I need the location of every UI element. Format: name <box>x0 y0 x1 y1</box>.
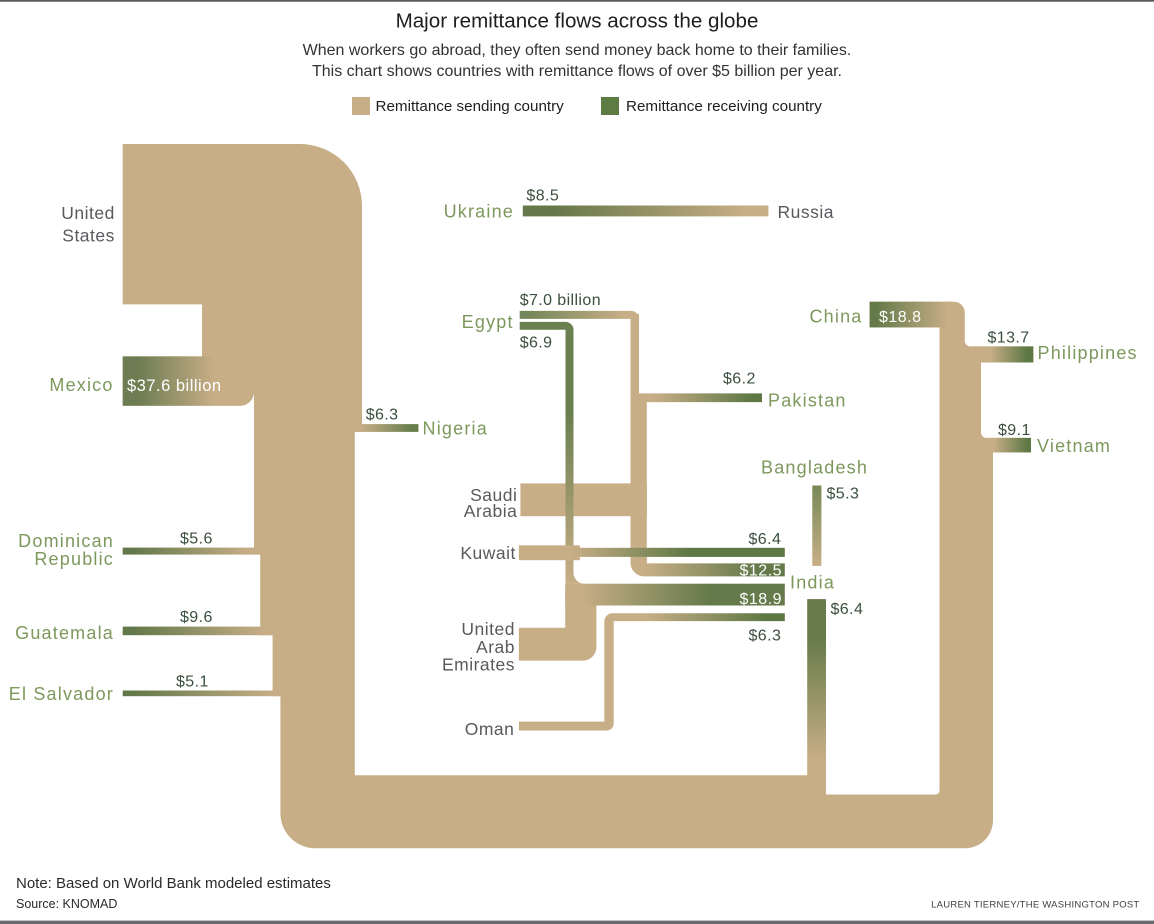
svg-text:$6.9: $6.9 <box>520 335 553 352</box>
svg-text:Republic: Republic <box>34 549 114 569</box>
svg-text:$6.3: $6.3 <box>366 407 399 424</box>
svg-text:Kuwait: Kuwait <box>460 543 516 563</box>
svg-text:Arab: Arab <box>476 637 515 657</box>
svg-text:United: United <box>461 619 515 639</box>
svg-text:$6.2: $6.2 <box>723 371 756 388</box>
svg-text:Remittance sending country: Remittance sending country <box>376 98 565 115</box>
svg-text:$13.7: $13.7 <box>988 330 1030 347</box>
svg-text:Vietnam: Vietnam <box>1037 436 1111 456</box>
svg-text:Pakistan: Pakistan <box>768 391 847 411</box>
svg-text:India: India <box>790 573 835 593</box>
svg-text:Ukraine: Ukraine <box>444 202 514 222</box>
svg-text:$18.9: $18.9 <box>740 591 783 608</box>
svg-text:Emirates: Emirates <box>442 655 515 675</box>
svg-text:$7.0 billion: $7.0 billion <box>520 292 601 309</box>
svg-text:United: United <box>61 203 115 223</box>
svg-text:Philippines: Philippines <box>1038 343 1138 363</box>
svg-text:Russia: Russia <box>778 202 835 222</box>
svg-text:Mexico: Mexico <box>49 375 113 395</box>
svg-text:El Salvador: El Salvador <box>9 684 114 704</box>
svg-text:$5.1: $5.1 <box>176 674 209 691</box>
svg-text:Arabia: Arabia <box>464 501 518 521</box>
svg-text:$8.5: $8.5 <box>526 188 559 205</box>
svg-text:Source: KNOMAD: Source: KNOMAD <box>16 897 117 911</box>
svg-text:When workers go abroad, they o: When workers go abroad, they often send … <box>303 42 852 59</box>
svg-text:$5.3: $5.3 <box>827 486 860 503</box>
svg-text:$12.5: $12.5 <box>740 563 783 580</box>
svg-text:Egypt: Egypt <box>462 312 514 332</box>
svg-text:Remittance receiving country: Remittance receiving country <box>626 98 822 115</box>
svg-text:Bangladesh: Bangladesh <box>761 458 868 478</box>
svg-text:$9.1: $9.1 <box>998 422 1031 439</box>
svg-text:$18.8: $18.8 <box>879 309 922 326</box>
svg-text:Note: Based on World Bank mode: Note: Based on World Bank modeled estima… <box>16 875 331 892</box>
svg-text:$6.4: $6.4 <box>749 531 782 548</box>
svg-text:$5.6: $5.6 <box>180 531 213 548</box>
svg-text:LAUREN TIERNEY/THE WASHINGTON: LAUREN TIERNEY/THE WASHINGTON POST <box>931 900 1139 911</box>
svg-text:States: States <box>62 226 115 246</box>
svg-text:Guatemala: Guatemala <box>15 623 114 643</box>
svg-text:Dominican: Dominican <box>18 531 114 551</box>
svg-text:$6.4: $6.4 <box>831 601 864 618</box>
svg-text:Nigeria: Nigeria <box>423 419 488 439</box>
svg-text:Saudi: Saudi <box>470 485 517 505</box>
svg-text:$6.3: $6.3 <box>749 628 782 645</box>
svg-text:Major remittance flows across: Major remittance flows across the globe <box>396 10 759 33</box>
svg-text:China: China <box>809 307 862 327</box>
svg-text:$9.6: $9.6 <box>180 609 213 626</box>
svg-text:$37.6 billion: $37.6 billion <box>127 377 222 395</box>
svg-text:This chart shows countries wit: This chart shows countries with remittan… <box>312 63 842 80</box>
svg-text:Oman: Oman <box>465 719 515 739</box>
